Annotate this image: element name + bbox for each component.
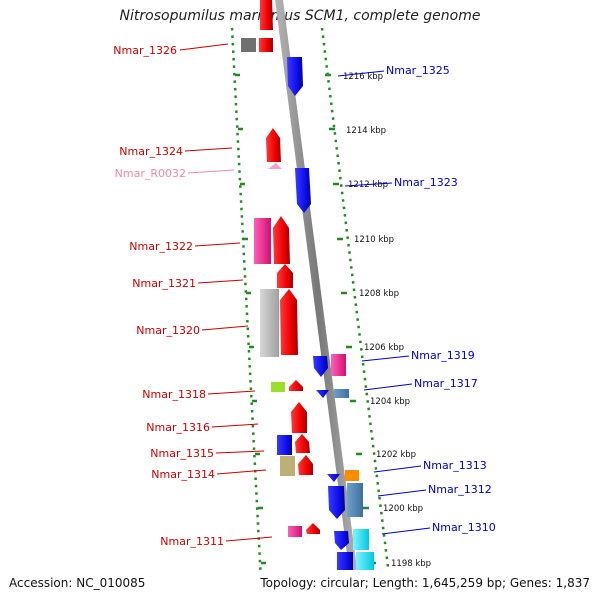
gene-block <box>347 483 363 517</box>
inner-left-dotted-track <box>230 27 264 600</box>
gene-block <box>260 289 279 357</box>
left-strand-genes <box>241 0 320 537</box>
gene-arrow <box>328 486 345 519</box>
gene-label[interactable]: Nmar_1317 <box>414 377 478 390</box>
gene-arrow <box>306 523 320 534</box>
gene-label[interactable]: Nmar_1313 <box>423 459 487 472</box>
gene-arrow <box>260 0 273 30</box>
gene-arrow <box>295 434 310 453</box>
right-leader-lines <box>337 70 431 535</box>
gene-block <box>331 354 346 376</box>
gene-block <box>241 38 256 52</box>
kbp-label: 1202 kbp <box>376 450 416 460</box>
gene-label[interactable]: Nmar_1319 <box>411 349 475 362</box>
gene-label[interactable]: Nmar_R0032 <box>115 167 186 180</box>
gene-label[interactable]: Nmar_1325 <box>386 64 450 77</box>
gene-arrow <box>287 57 303 96</box>
dotted-tracks <box>230 27 394 600</box>
gene-block <box>288 526 302 537</box>
gene-label[interactable]: Nmar_1320 <box>136 324 200 337</box>
kbp-label: 1200 kbp <box>383 504 423 514</box>
gene-arrow <box>313 356 328 377</box>
gene-block <box>254 218 271 264</box>
genome-backbone <box>275 0 361 600</box>
gene-arrow <box>277 264 293 288</box>
gene-block <box>259 38 273 52</box>
gene-label[interactable]: Nmar_1316 <box>146 421 210 434</box>
gene-block <box>353 529 369 550</box>
accession-text: Accession: NC_010085 <box>9 576 146 590</box>
kbp-label: 1198 kbp <box>391 559 431 569</box>
gene-label[interactable]: Nmar_1321 <box>132 277 196 290</box>
gene-label[interactable]: Nmar_1318 <box>142 388 206 401</box>
gene-label[interactable]: Nmar_1324 <box>119 145 183 158</box>
left-leader-lines <box>179 43 273 542</box>
gene-block <box>280 456 295 476</box>
gene-label[interactable]: Nmar_1312 <box>428 483 492 496</box>
kbp-label: 1214 kbp <box>346 126 386 136</box>
gene-block <box>334 389 349 398</box>
gene-block <box>271 382 285 392</box>
gene-arrow <box>289 380 303 391</box>
left-gene-labels: Nmar_1326 Nmar_1324 Nmar_R0032 Nmar_1322… <box>113 44 224 548</box>
gene-label[interactable]: Nmar_1310 <box>432 521 496 534</box>
gene-label[interactable]: Nmar_1326 <box>113 44 177 57</box>
gene-label[interactable]: Nmar_1322 <box>129 240 193 253</box>
outer-right-dotted-track <box>320 27 394 600</box>
genome-title: Nitrosopumilus maritimus SCM1, complete … <box>119 8 481 24</box>
gene-label[interactable]: Nmar_1315 <box>150 447 214 460</box>
kbp-label: 1210 kbp <box>354 235 394 245</box>
footer-background <box>0 570 600 600</box>
topology-text: Topology: circular; Length: 1,645,259 bp… <box>260 576 590 590</box>
gene-label[interactable]: Nmar_1311 <box>160 535 224 548</box>
gene-label[interactable]: Nmar_1314 <box>151 468 215 481</box>
gene-arrow <box>316 390 329 398</box>
kbp-label: 1204 kbp <box>370 397 410 407</box>
rna-arrow <box>268 163 282 169</box>
gene-arrow <box>291 402 307 433</box>
gene-arrow <box>280 289 298 355</box>
gene-arrow <box>266 128 281 162</box>
gene-arrow <box>298 455 313 475</box>
gene-block <box>345 470 359 481</box>
gene-arrow <box>327 474 340 482</box>
gene-block <box>277 435 292 455</box>
right-gene-labels: Nmar_1325 Nmar_1323 Nmar_1319 Nmar_1317 … <box>386 64 496 534</box>
gene-arrow <box>295 168 311 213</box>
kbp-label: 1206 kbp <box>364 343 404 353</box>
gene-label[interactable]: Nmar_1323 <box>394 176 458 189</box>
gene-arrow <box>273 216 290 264</box>
gene-arrow <box>334 531 349 550</box>
kbp-label: 1208 kbp <box>359 289 399 299</box>
kbp-label: 1216 kbp <box>343 72 383 82</box>
